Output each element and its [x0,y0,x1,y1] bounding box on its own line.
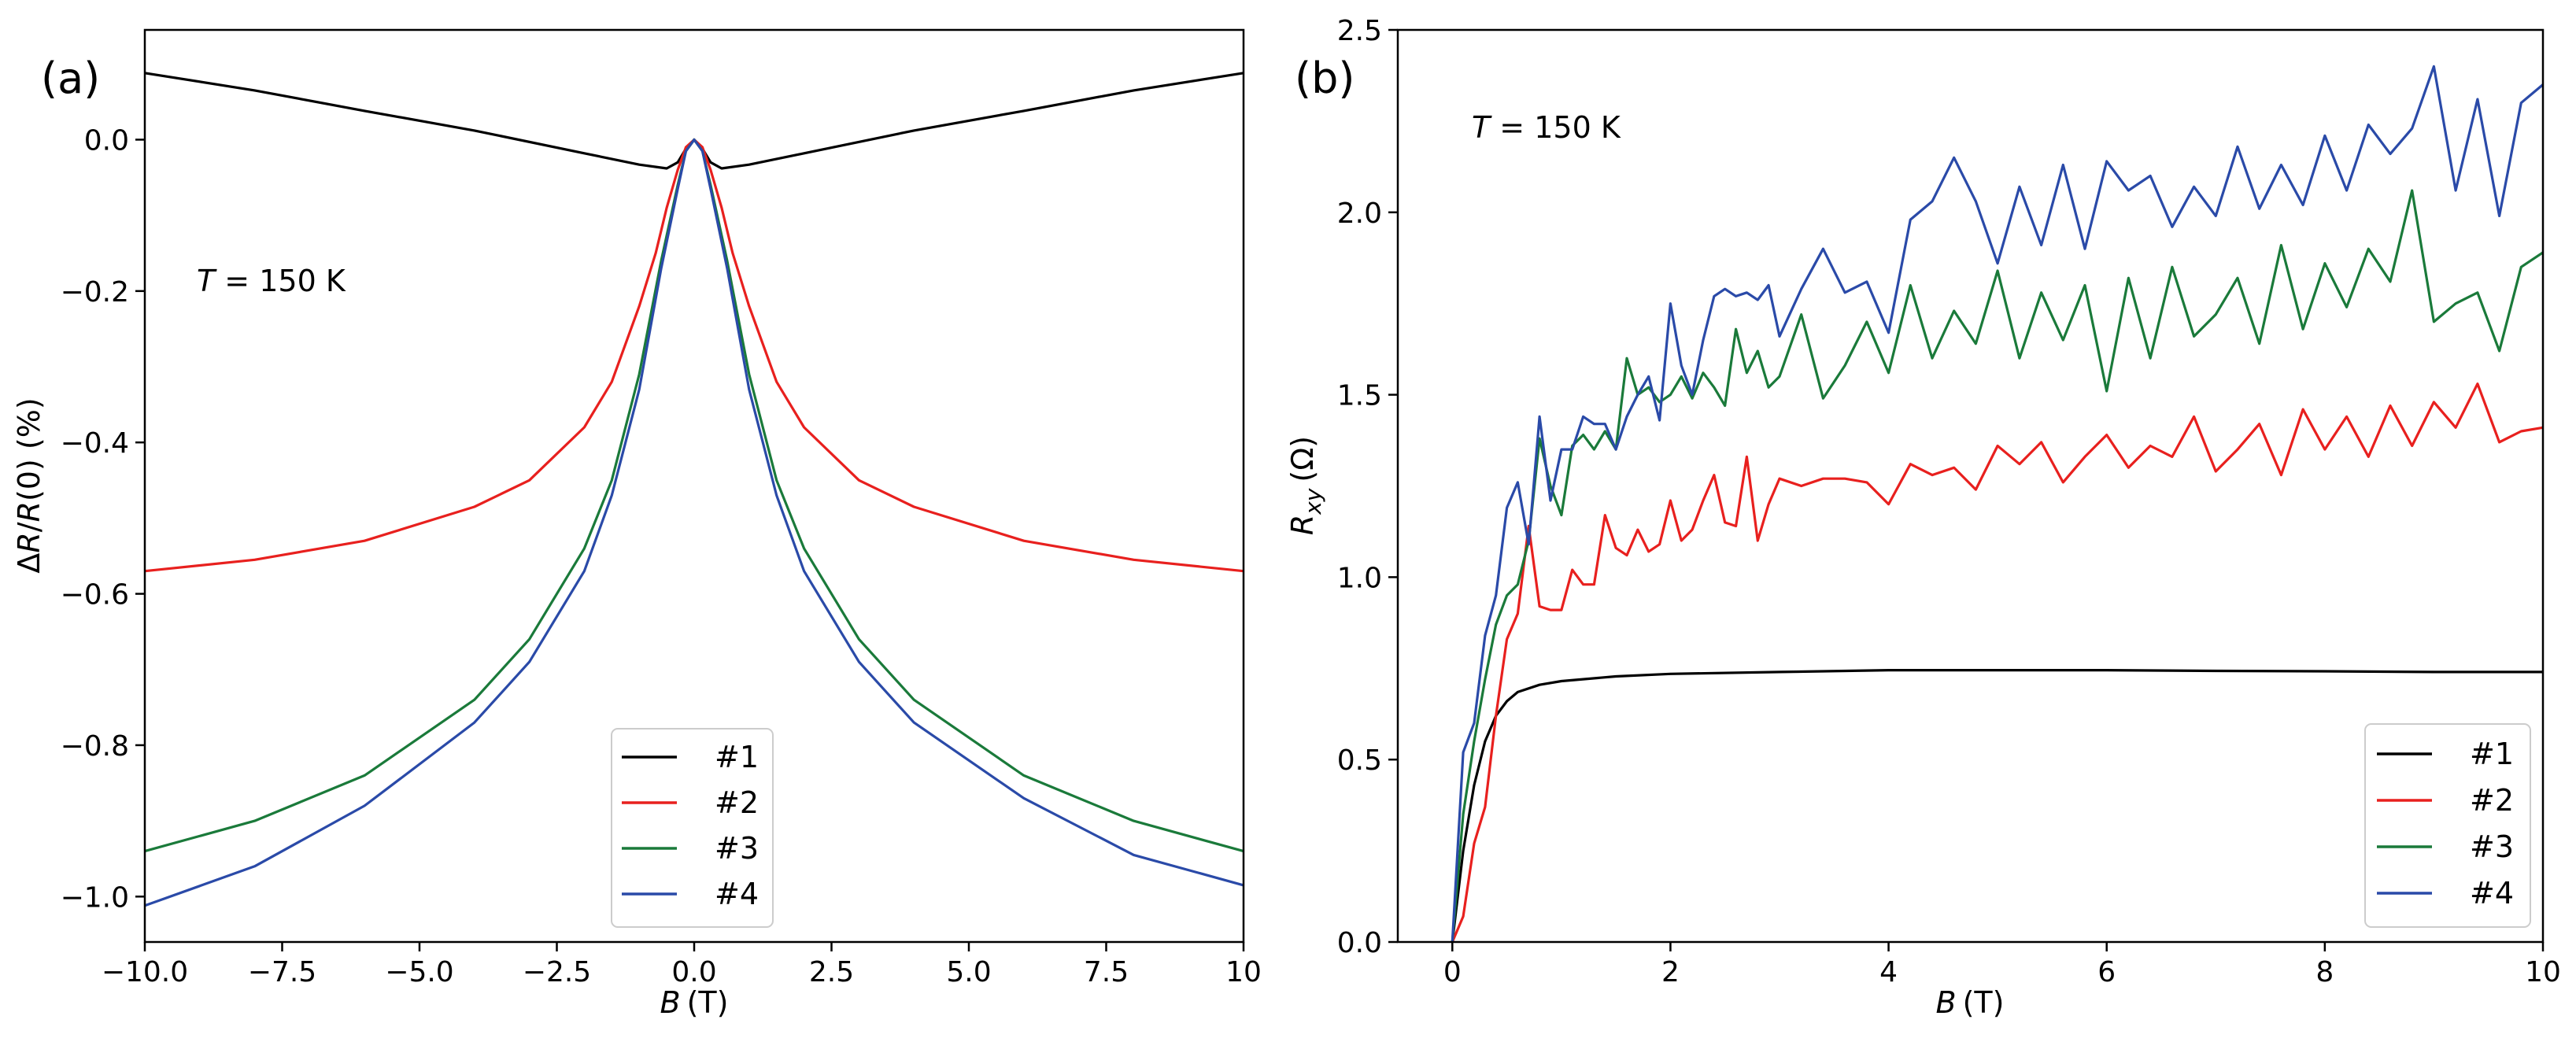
panel-b-x-tick-label: 4 [1879,956,1898,988]
panel-a-x-tick-label: 2.5 [809,956,854,988]
panel-a-annotation-text: = 150 K [215,264,346,298]
panel-b-legend-label: #1 [2470,737,2514,771]
panel-b-y-ticks: 0.0 0.5 1.0 1.5 2.0 2.5 [1337,15,1398,959]
panel-b-y-axis-label: Rxy (Ω) [1285,436,1326,535]
panel-a-y-tick-label: −0.2 [61,276,129,308]
panel-b-frame [1396,28,2545,944]
panel-b-y-tick-label: 1.0 [1337,562,1382,594]
panel-a: (a) −10.0 −7.5 −5.0 −2.5 0.0 2.5 5.0 7.5 10 0.0−… [12,28,1262,1020]
panel-a-label: (a) [41,54,100,103]
panel-b-annotation-text: = 150 K [1490,110,1621,145]
panel-a-x-tick-label: −10.0 [102,956,188,988]
panel-a-x-tick-label: −7.5 [248,956,316,988]
panel-a-annotation-symbol: T [197,264,217,298]
panel-a-x-ticks: −10.0 −7.5 −5.0 −2.5 0.0 2.5 5.0 7.5 10 [102,942,1262,988]
panel-a-series-line-1 [144,72,1244,170]
panel-b-x-label-symbol: B [1936,985,1957,1020]
panel-a-y-label-r: R [12,532,46,552]
panel-b-x-tick-label: 0 [1443,956,1462,988]
panel-a-legend: #1 #2 #3 #4 [611,728,774,928]
panel-b: (b) 0 2 4 6 8 10 0.0 0.5 1.0 1.5 2.0 2.5 B (T) Rxy (… [1285,15,2561,1020]
panel-b-y-label-symbol: R [1285,515,1320,535]
panel-a-y-tick-label: −1.0 [61,881,129,914]
panel-a-x-tick-label: −2.5 [523,956,591,988]
panel-b-x-tick-label: 6 [2097,956,2116,988]
panel-b-legend: #1 #2 #3 #4 [2364,723,2531,928]
panel-b-annotation-symbol: T [1472,110,1492,145]
panel-a-y-tick-label: −0.4 [61,427,129,460]
panel-a-x-tick-label: 0.0 [671,956,716,988]
panel-a-temperature-annotation: T = 150 K [197,264,346,298]
panel-a-y-label-delta: Δ [12,553,46,574]
panel-a-legend-label: #2 [715,785,759,820]
panel-b-legend-label: #3 [2470,829,2514,864]
panel-b-x-tick-label: 8 [2315,956,2334,988]
panel-a-series-line-2 [144,138,1244,573]
panel-a-legend-label: #4 [715,877,759,911]
panel-a-y-label-slash: / [12,522,46,532]
panel-a-y-label-unit: (0) (%) [12,397,46,501]
panel-b-x-tick-label: 10 [2525,956,2561,988]
panel-b-y-tick-label: 2.0 [1337,198,1382,230]
panel-b-y-tick-label: 0.0 [1337,927,1382,959]
panel-b-y-tick-label: 0.5 [1337,744,1382,777]
panel-a-y-tick-label: 0.0 [84,124,129,157]
panel-b-label: (b) [1295,54,1355,103]
panel-a-series-group [144,72,1244,907]
panel-b-legend-label: #2 [2470,783,2514,818]
panel-b-series-line-2 [1451,382,2544,943]
panel-a-y-tick-label: −0.6 [61,579,129,611]
panel-a-y-tick-label: −0.8 [61,730,129,763]
panel-b-y-tick-label: 1.5 [1337,380,1382,412]
panel-a-x-tick-label: 5.0 [946,956,991,988]
panel-b-x-axis-label: B (T) [1936,985,2005,1020]
panel-a-x-tick-label: 7.5 [1084,956,1129,988]
panel-b-temperature-annotation: T = 150 K [1472,110,1621,145]
panel-b-x-ticks: 0 2 4 6 8 10 [1443,942,2561,988]
panel-b-y-tick-label: 2.5 [1337,15,1382,47]
panel-a-legend-label: #1 [715,740,759,774]
panel-b-series-group [1451,65,2545,943]
panel-a-legend-label: #3 [715,831,759,866]
panel-a-legend-box [611,728,774,928]
panel-b-series-line-1 [1451,668,2543,943]
panel-a-y-label-r0: R [12,501,46,522]
panel-b-legend-box [2364,723,2531,928]
panel-a-x-axis-label: B (T) [660,985,729,1020]
panel-b-x-label-unit: (T) [1963,985,2005,1020]
panel-a-x-label-unit: (T) [687,985,729,1020]
panel-b-series-line-4 [1451,65,2545,943]
panel-a-x-tick-label: −5.0 [385,956,453,988]
panel-a-y-ticks: 0.0 −0.2 −0.4 −0.6 −0.8 −1.0 [61,124,145,914]
panel-b-x-tick-label: 2 [1661,956,1680,988]
panel-b-legend-label: #4 [2470,876,2514,911]
panel-a-x-tick-label: 10 [1225,956,1262,988]
panel-a-y-axis-label: ΔR/R(0) (%) [12,397,46,573]
panel-b-y-label-unit: (Ω) [1285,436,1320,482]
panel-a-series-line-4 [144,138,1244,907]
panel-b-y-label-subscript: xy [1300,488,1326,515]
panel-b-series-line-3 [1451,189,2544,943]
panel-a-x-label-symbol: B [660,985,681,1020]
